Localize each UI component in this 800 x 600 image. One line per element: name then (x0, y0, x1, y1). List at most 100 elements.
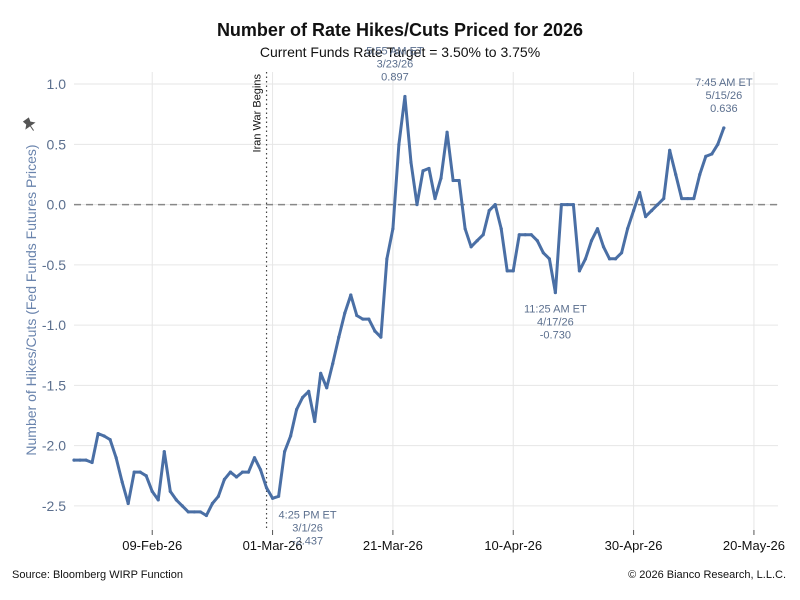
x-tick-label: 09-Feb-26 (122, 538, 182, 553)
data-point (264, 486, 269, 490)
data-point (559, 202, 563, 207)
data-point (535, 239, 539, 243)
y-axis-label: Number of Hikes/Cuts (Fed Funds Futures … (23, 144, 39, 455)
x-tick-label: 10-Apr-26 (484, 538, 542, 553)
data-point (96, 431, 100, 436)
data-point (313, 419, 317, 424)
data-point (192, 510, 196, 514)
data-point (78, 458, 82, 462)
data-point (565, 202, 570, 207)
data-point (427, 166, 431, 171)
data-point (319, 371, 323, 375)
data-point (511, 269, 515, 273)
series-layer (72, 94, 726, 518)
data-point (656, 202, 660, 207)
data-point (638, 190, 642, 195)
data-point (409, 160, 413, 164)
data-point (541, 251, 545, 255)
data-point (625, 227, 630, 231)
data-point (529, 233, 533, 237)
annotation-text: 4/17/26 (537, 317, 574, 329)
data-point (445, 130, 449, 134)
x-tick-label: 21-Mar-26 (363, 538, 423, 553)
data-point (397, 142, 401, 146)
y-tick-label: 0.0 (47, 197, 67, 213)
data-point (108, 438, 112, 442)
data-point (114, 456, 118, 460)
data-point (325, 386, 329, 390)
series-line (72, 95, 726, 517)
data-point (650, 209, 654, 213)
pin-icon (22, 117, 36, 131)
data-point (84, 458, 88, 462)
data-point (686, 196, 690, 201)
x-tick-label: 30-Apr-26 (605, 538, 663, 553)
iran-war-label: Iran War Begins (252, 74, 264, 153)
annotation-text: -0.730 (540, 330, 571, 342)
chart-title: Number of Rate Hikes/Cuts Priced for 202… (216, 20, 584, 40)
data-point (523, 233, 527, 237)
event-line: Iran War Begins (252, 72, 268, 530)
data-point (156, 498, 160, 502)
annotation-text: 4:25 PM ET (279, 509, 337, 521)
data-point (198, 510, 202, 514)
annotation-text: 7:45 AM ET (695, 77, 753, 89)
data-point (680, 196, 684, 201)
data-point (577, 269, 582, 273)
data-point (415, 202, 419, 207)
y-axis-ticks: 1.0 0.5 0.0 -0.5 -1.0 -1.5 -2.0 -2.5 (42, 76, 66, 514)
data-point (295, 407, 299, 412)
annotation-text: 5/15/26 (705, 90, 742, 102)
data-point (355, 313, 359, 318)
gridlines (74, 72, 778, 530)
annotation-text: 3/1/26 (292, 522, 323, 534)
data-point (246, 470, 251, 474)
data-point (601, 245, 606, 249)
data-point (307, 389, 311, 393)
data-point (301, 395, 305, 400)
data-point (722, 126, 726, 130)
data-point (698, 172, 702, 177)
data-point (168, 489, 172, 494)
data-point (589, 239, 594, 243)
data-point (475, 239, 479, 243)
data-point (439, 176, 443, 180)
data-point (595, 227, 600, 231)
annotation-text: 5:55 AM ET (366, 45, 424, 57)
data-point (451, 178, 455, 183)
source-note: Source: Bloomberg WIRP Function (12, 569, 183, 581)
chart-subtitle: Current Funds Rate Target = 3.50% to 3.7… (259, 44, 541, 60)
data-point (716, 142, 720, 146)
data-point (132, 470, 136, 474)
data-point (282, 450, 287, 454)
data-point (469, 245, 473, 249)
data-point (343, 311, 347, 315)
annotation-text: 11:25 AM ET (524, 304, 587, 316)
data-point (710, 152, 714, 156)
annotation-text: 0.636 (710, 103, 738, 115)
data-point (571, 202, 576, 207)
data-point (613, 257, 618, 261)
data-point (150, 489, 154, 494)
data-point (270, 496, 275, 500)
data-point (493, 202, 497, 207)
data-point (481, 233, 485, 237)
data-point (631, 209, 636, 213)
data-point (421, 169, 425, 173)
data-point (373, 329, 377, 333)
data-point (547, 257, 551, 261)
y-tick-label: -0.5 (42, 257, 66, 273)
data-point (72, 458, 76, 462)
data-point (162, 450, 166, 454)
data-point (240, 470, 245, 474)
data-point (120, 480, 124, 484)
data-point (674, 172, 678, 177)
data-point (337, 335, 341, 339)
data-point (692, 196, 696, 201)
data-point (403, 94, 407, 99)
copyright-note: © 2026 Bianco Research, L.L.C. (628, 569, 786, 581)
data-point (367, 317, 371, 321)
data-point (234, 475, 239, 479)
data-point (349, 293, 353, 297)
